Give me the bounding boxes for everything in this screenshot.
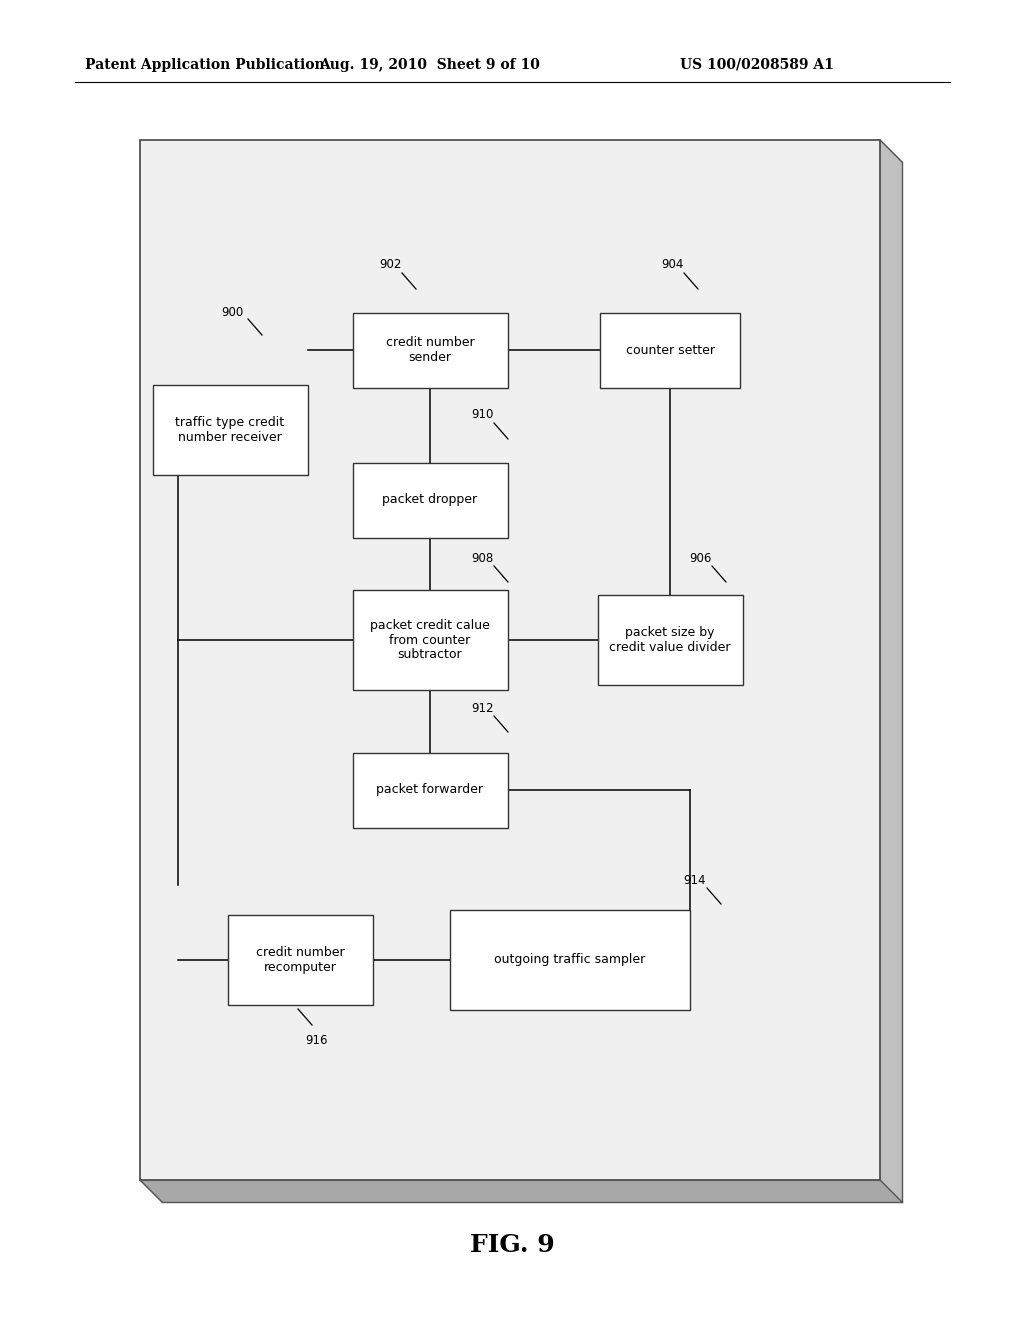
Text: traffic type credit
number receiver: traffic type credit number receiver [175, 416, 285, 444]
Bar [450, 909, 690, 1010]
Bar [153, 385, 307, 475]
Text: 916: 916 [306, 1034, 329, 1047]
Text: Patent Application Publication: Patent Application Publication [85, 58, 325, 73]
Text: credit number
recomputer: credit number recomputer [256, 946, 344, 974]
Text: Aug. 19, 2010  Sheet 9 of 10: Aug. 19, 2010 Sheet 9 of 10 [319, 58, 541, 73]
Text: 906: 906 [689, 552, 712, 565]
Text: credit number
sender: credit number sender [386, 337, 474, 364]
Text: 902: 902 [379, 259, 401, 272]
Bar [352, 462, 508, 537]
Text: 904: 904 [660, 259, 683, 272]
Text: packet size by
credit value divider: packet size by credit value divider [609, 626, 731, 653]
Text: packet credit calue
from counter
subtractor: packet credit calue from counter subtrac… [370, 619, 489, 661]
Text: US 100/0208589 A1: US 100/0208589 A1 [680, 58, 834, 73]
Text: 912: 912 [471, 701, 494, 714]
Text: outgoing traffic sampler: outgoing traffic sampler [495, 953, 645, 966]
Text: 900: 900 [221, 305, 243, 318]
Text: packet forwarder: packet forwarder [377, 784, 483, 796]
Polygon shape [140, 1180, 902, 1203]
Text: 914: 914 [684, 874, 707, 887]
Bar [140, 140, 880, 1180]
Text: 910: 910 [471, 408, 494, 421]
Bar [600, 313, 740, 388]
Polygon shape [880, 140, 902, 1203]
Text: 908: 908 [471, 552, 494, 565]
Text: FIG. 9: FIG. 9 [470, 1233, 554, 1257]
Bar [227, 915, 373, 1005]
Bar [352, 590, 508, 690]
Text: counter setter: counter setter [626, 343, 715, 356]
Bar [597, 595, 742, 685]
Bar [352, 752, 508, 828]
Text: packet dropper: packet dropper [382, 494, 477, 507]
Bar [352, 313, 508, 388]
